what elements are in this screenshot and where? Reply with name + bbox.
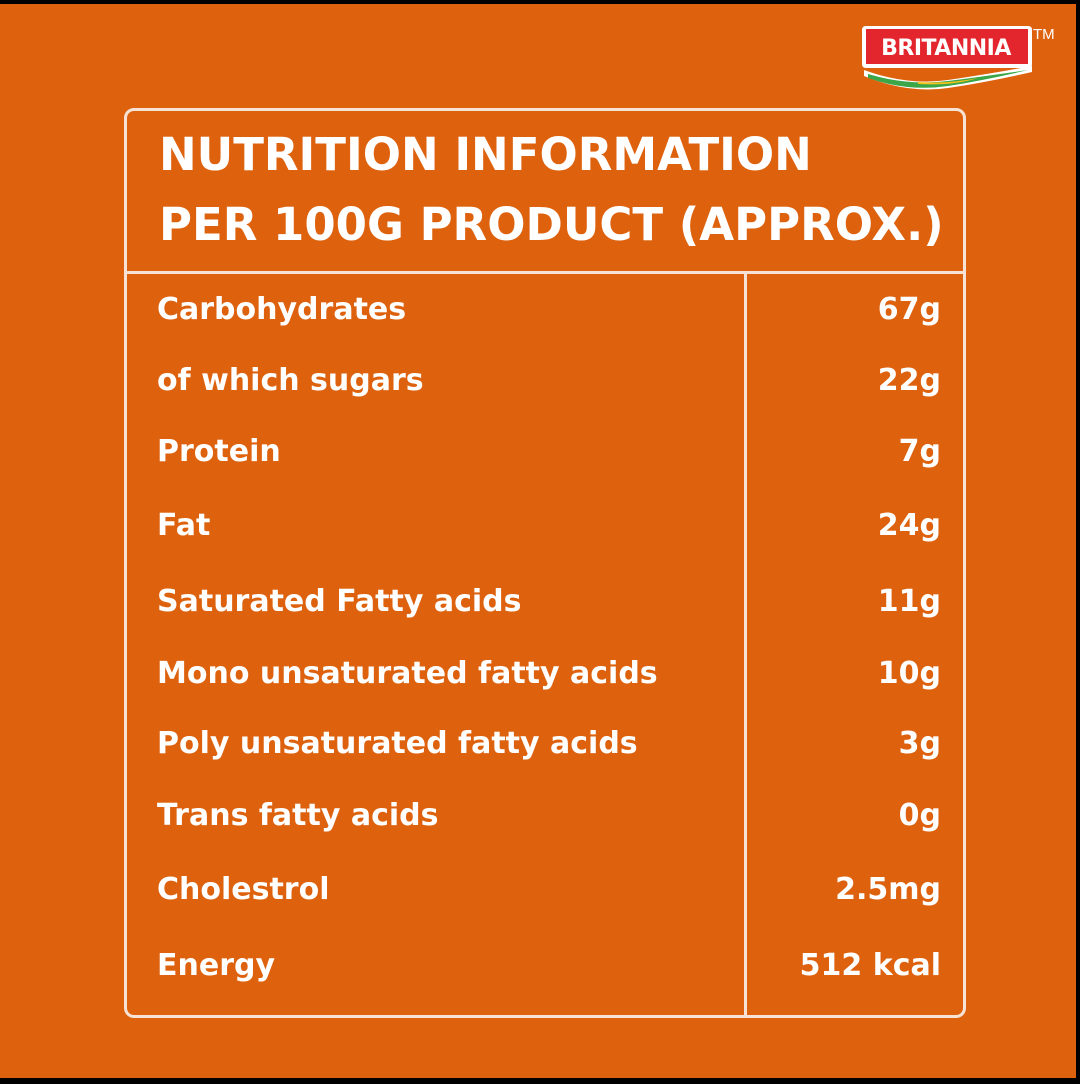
nutrient-amount: 24g (877, 508, 941, 543)
nutrition-row: Poly unsaturated fatty acids 3g (127, 719, 963, 769)
nutrient-amount: 3g (898, 726, 941, 761)
nutrition-row: Saturated Fatty acids 11g (127, 577, 963, 627)
nutrition-row: Mono unsaturated fatty acids 10g (127, 649, 963, 699)
nutrient-name: Cholestrol (157, 872, 330, 907)
nutrient-name: Poly unsaturated fatty acids (157, 726, 638, 761)
nutrient-name: Trans fatty acids (157, 798, 439, 833)
image-border-right (1076, 0, 1080, 1084)
nutrient-name: Saturated Fatty acids (157, 584, 522, 619)
nutrition-row: Energy 512 kcal (127, 941, 963, 991)
nutrient-amount: 512 kcal (799, 948, 941, 983)
nutrient-amount: 22g (877, 363, 941, 398)
nutrient-name: Carbohydrates (157, 292, 407, 327)
nutrition-row: of which sugars 22g (127, 356, 963, 406)
nutrition-row: Fat 24g (127, 501, 963, 551)
nutrition-title-block: NUTRITION INFORMATION PER 100G PRODUCT (… (127, 111, 963, 274)
nutrient-name: Fat (157, 508, 211, 543)
nutrition-title-line-2: PER 100G PRODUCT (APPROX.) (159, 198, 944, 251)
nutrient-amount: 0g (898, 798, 941, 833)
nutrient-amount: 10g (877, 656, 941, 691)
nutrition-title-line-1: NUTRITION INFORMATION (159, 128, 812, 181)
nutrient-amount: 7g (898, 434, 941, 469)
nutrition-row: Protein 7g (127, 427, 963, 477)
nutrition-row: Trans fatty acids 0g (127, 791, 963, 841)
nutrient-name: Protein (157, 434, 281, 469)
nutrition-row: Carbohydrates 67g (127, 285, 963, 335)
nutrition-card: BRITANNIA TM NUTRITION INFORMATION PER 1… (0, 4, 1076, 1080)
image-border-bottom (0, 1078, 1080, 1084)
column-divider (744, 274, 747, 1015)
brand-name: BRITANNIA (881, 36, 1011, 61)
nutrient-name: Energy (157, 948, 276, 983)
nutrient-amount: 67g (877, 292, 941, 327)
nutrition-row: Cholestrol 2.5mg (127, 865, 963, 915)
trademark-symbol: TM (1033, 26, 1055, 43)
nutrient-amount: 2.5mg (835, 872, 941, 907)
logo-badge-shape (862, 26, 1032, 90)
nutrient-name: Mono unsaturated fatty acids (157, 656, 658, 691)
nutrition-panel: NUTRITION INFORMATION PER 100G PRODUCT (… (124, 108, 966, 1018)
britannia-logo: BRITANNIA TM (858, 24, 1055, 96)
nutrient-amount: 11g (877, 584, 941, 619)
nutrient-name: of which sugars (157, 363, 424, 398)
